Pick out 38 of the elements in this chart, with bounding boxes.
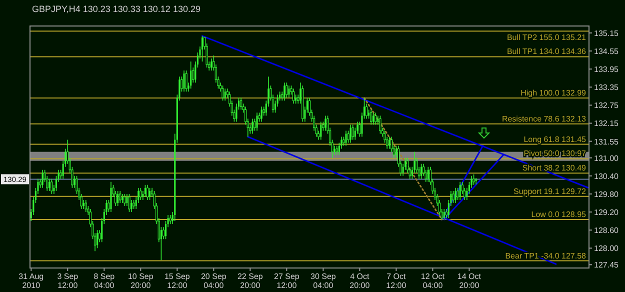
x-tick-label: 14 Oct 20:00 <box>457 272 482 290</box>
chart-title: GBPJPY,H4 130.23 130.33 130.12 130.29 <box>32 4 200 14</box>
y-tick-label: 133.35 <box>594 83 620 92</box>
y-tick-label: 131.55 <box>594 137 620 146</box>
y-tick-label: 132.75 <box>594 101 620 110</box>
ref-line-label: Short 38.2 130.49 <box>522 164 587 173</box>
x-tick-label: 15 Sep 12:00 <box>164 272 190 290</box>
ref-line-label: Long 61.8 131.45 <box>524 134 587 144</box>
y-tick-label: 133.95 <box>594 65 620 74</box>
y-tick-label: 127.45 <box>594 260 620 270</box>
y-tick-label: 131.00 <box>594 154 620 163</box>
y-tick-label: 128.60 <box>594 226 620 236</box>
y-tick-label: 129.80 <box>594 190 620 199</box>
x-tick-label: 10 Sep 20:00 <box>128 272 154 290</box>
y-tick-label: 130.40 <box>594 172 620 181</box>
y-tick-label: 128.00 <box>594 244 620 254</box>
ref-line-label: Bull TP1 134.0 134.36 <box>506 47 587 56</box>
ref-line-label: Pivot 50.0 130.97 <box>524 149 587 158</box>
x-tick-label: 27 Sep 12:00 <box>274 272 300 290</box>
y-tick-label: 135.15 <box>594 28 620 38</box>
x-tick-label: 12 Oct 04:00 <box>420 272 446 290</box>
y-tick-label: 129.20 <box>594 208 620 218</box>
ref-line-label: Support 19.1 129.72 <box>513 186 587 196</box>
ref-line-label: Bull TP2 155.0 135.21 <box>506 33 587 42</box>
ref-line-label: Resistence 78.6 132.13 <box>502 114 587 124</box>
ref-line-label: Bear TP1 -34.0 127.58 <box>505 251 587 260</box>
y-tick-label: 134.55 <box>594 46 620 56</box>
ref-line-label: Low 0.0 128.95 <box>531 210 587 220</box>
x-tick-label: 4 Oct 20:00 <box>350 272 370 290</box>
x-tick-label: 22 Sep 20:00 <box>238 272 264 290</box>
x-tick-label: 20 Sep 04:00 <box>200 272 227 290</box>
x-tick-label: 3 Sep 12:00 <box>57 272 79 290</box>
x-tick-label: 30 Sep 04:00 <box>310 272 336 290</box>
y-tick-label: 132.15 <box>594 119 620 128</box>
ref-line-label: High 100.0 132.99 <box>520 88 587 98</box>
x-tick-label: 8 Sep 04:00 <box>94 272 116 290</box>
x-tick-label: 31 Aug 2010 <box>18 272 44 290</box>
x-tick-label: 7 Oct 12:00 <box>386 272 407 290</box>
